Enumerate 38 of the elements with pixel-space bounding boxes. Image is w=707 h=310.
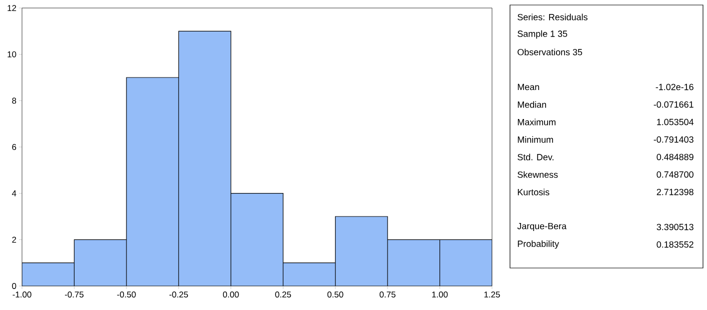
x-tick-label: 0.75: [380, 292, 396, 298]
text: 1.053504: [657, 118, 694, 126]
text: 2.712398: [656, 188, 694, 196]
y-tick-label: 8: [12, 98, 16, 104]
x-tick-label: 0.50: [327, 292, 344, 298]
text: -0.791403: [654, 136, 694, 143]
text: 0.183552: [656, 241, 694, 248]
text: Median: [518, 101, 546, 108]
x-tick-label: 1.00: [432, 292, 448, 298]
x-tick-label: 0.00: [222, 292, 239, 298]
text: -0.071661: [654, 101, 694, 108]
text: 3.390513: [656, 224, 694, 230]
text: 0.748700: [656, 171, 694, 178]
text: Skewness: [518, 171, 558, 178]
x-tick-label: 1.25: [484, 292, 500, 298]
text: Mean: [518, 84, 540, 90]
y-tick-label: 6: [12, 144, 16, 150]
y-tick-label: 10: [8, 51, 16, 58]
y-tick-label: 0: [12, 283, 16, 289]
text: Jarque-Bera: [517, 222, 567, 232]
y-tick-label: 12: [8, 5, 16, 11]
x-tick-label: -1.00: [12, 292, 32, 298]
y-tick-label: 2: [12, 236, 16, 243]
text: Sample 1 35: [518, 30, 568, 39]
text: Probability: [518, 240, 560, 249]
x-tick-label: -0.50: [117, 292, 136, 298]
y-tick-label: 4: [12, 190, 16, 196]
text: Maximum: [518, 118, 556, 126]
x-tick-label: 0.25: [275, 292, 292, 298]
text: Observations 35: [518, 48, 582, 56]
text: Series: Residuals: [518, 14, 588, 20]
text: 0.484889: [656, 154, 694, 160]
text: Minimum: [518, 136, 553, 143]
x-tick-label: -0.25: [169, 292, 188, 298]
text: -1.02e-16: [656, 84, 694, 90]
text: Kurtosis: [518, 188, 550, 196]
text: Std. Dev.: [518, 154, 554, 160]
x-tick-label: -0.75: [64, 292, 84, 298]
